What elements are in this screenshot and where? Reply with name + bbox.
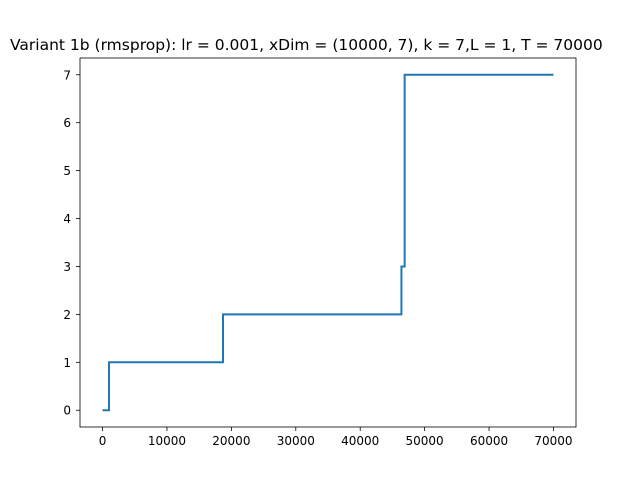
x-axis: 0 10000 20000 30000 40000 50000 60000 70000 (99, 427, 573, 448)
y-axis: 0 1 2 3 4 5 6 7 (63, 68, 80, 418)
x-tick-label: 50000 (406, 434, 444, 448)
y-tick-label: 6 (63, 116, 71, 130)
y-tick-label: 2 (63, 308, 71, 322)
x-tick-label: 30000 (277, 434, 315, 448)
y-tick-label: 1 (63, 356, 71, 370)
x-tick-label: 40000 (341, 434, 379, 448)
axes-frame (79, 57, 577, 428)
y-tick-label: 3 (63, 260, 71, 274)
x-tick-label: 10000 (148, 434, 186, 448)
x-tick-label: 0 (99, 434, 107, 448)
chart-title: Variant 1b (rmsprop): lr = 0.001, xDim =… (10, 36, 603, 54)
y-tick-label: 5 (63, 164, 71, 178)
x-tick-label: 20000 (212, 434, 250, 448)
x-tick-label: 70000 (534, 434, 572, 448)
series-line (102, 73, 554, 412)
y-tick-label: 7 (63, 68, 71, 82)
y-tick-label: 4 (63, 212, 71, 226)
x-tick-label: 60000 (470, 434, 508, 448)
y-tick-label: 0 (63, 404, 71, 418)
series-layer (102, 73, 554, 412)
